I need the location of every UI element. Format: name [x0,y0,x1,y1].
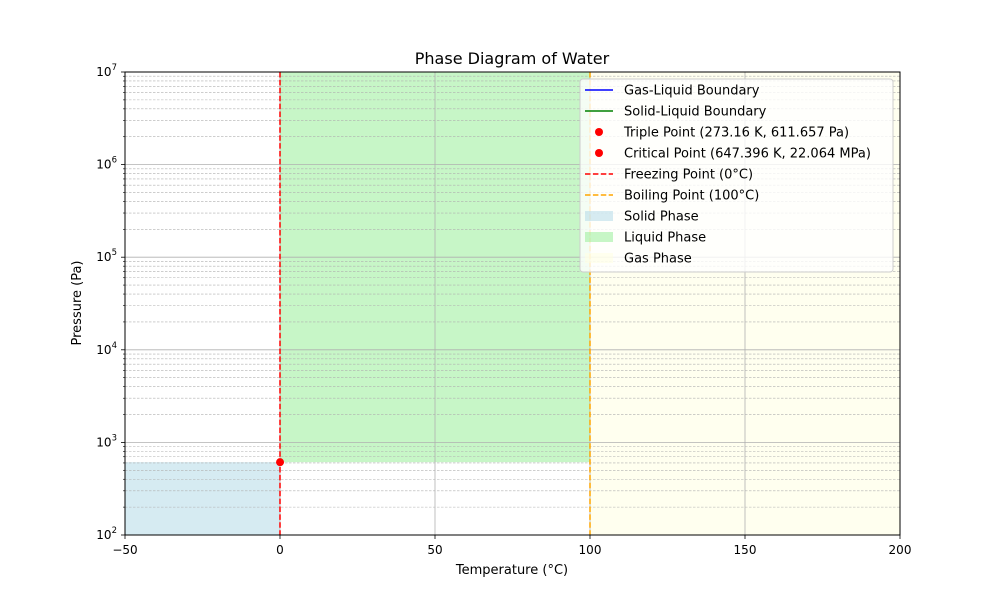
y-axis-label: Pressure (Pa) [70,260,85,345]
legend-item: Freezing Point (0°C) [585,168,753,183]
legend-item: Critical Point (647.396 K, 22.064 MPa) [595,147,871,162]
x-tick-label: 200 [889,543,912,557]
x-tick-label: 0 [276,543,284,557]
legend-item: Solid Phase [585,210,699,225]
legend: Gas-Liquid Boundary Solid-Liquid Boundary… [579,78,894,273]
legend-label: Critical Point (647.396 K, 22.064 MPa) [624,147,871,162]
y-tick-label: 102 [96,526,117,542]
legend-label: Solid Phase [624,210,699,225]
triple-point-273-16-k-611-657-pa-marker [276,458,285,467]
x-tick-label: 150 [734,543,757,557]
x-tick-label: 50 [427,543,442,557]
legend-marker-swatch [595,128,603,136]
legend-label: Boiling Point (100°C) [624,189,759,204]
y-tick-label: 103 [96,433,117,449]
solid-phase-region [125,462,280,535]
y-tick-label: 107 [96,63,117,79]
y-tick-label: 105 [96,248,117,264]
legend-item: Boiling Point (100°C) [585,189,759,204]
legend-item: Triple Point (273.16 K, 611.657 Pa) [595,126,849,141]
x-axis-label: Temperature (°C) [455,563,568,578]
legend-item: Liquid Phase [585,231,706,246]
legend-box [579,78,894,273]
legend-item: Gas-Liquid Boundary [585,84,760,99]
chart-title: Phase Diagram of Water [415,49,610,68]
y-tick-label: 104 [96,341,117,357]
legend-marker-swatch [595,149,603,157]
legend-patch-swatch [585,232,613,242]
x-tick-label: 100 [579,543,602,557]
legend-label: Gas Phase [624,252,692,267]
legend-label: Solid-Liquid Boundary [624,105,767,120]
x-tick-label: −50 [112,543,137,557]
legend-label: Liquid Phase [624,231,706,246]
legend-item: Gas Phase [585,252,692,267]
legend-item: Solid-Liquid Boundary [585,105,767,120]
legend-label: Gas-Liquid Boundary [624,84,760,99]
plot-frame [124,71,901,536]
legend-patch-swatch [585,211,613,221]
legend-label: Freezing Point (0°C) [624,168,753,183]
y-axis: 102 103 104 105 106 107 [96,63,125,542]
legend-patch-swatch [585,253,613,263]
x-axis: −50 0 50 100 150 200 [112,535,911,557]
legend-label: Triple Point (273.16 K, 611.657 Pa) [623,126,849,141]
y-tick-label: 106 [96,156,117,172]
